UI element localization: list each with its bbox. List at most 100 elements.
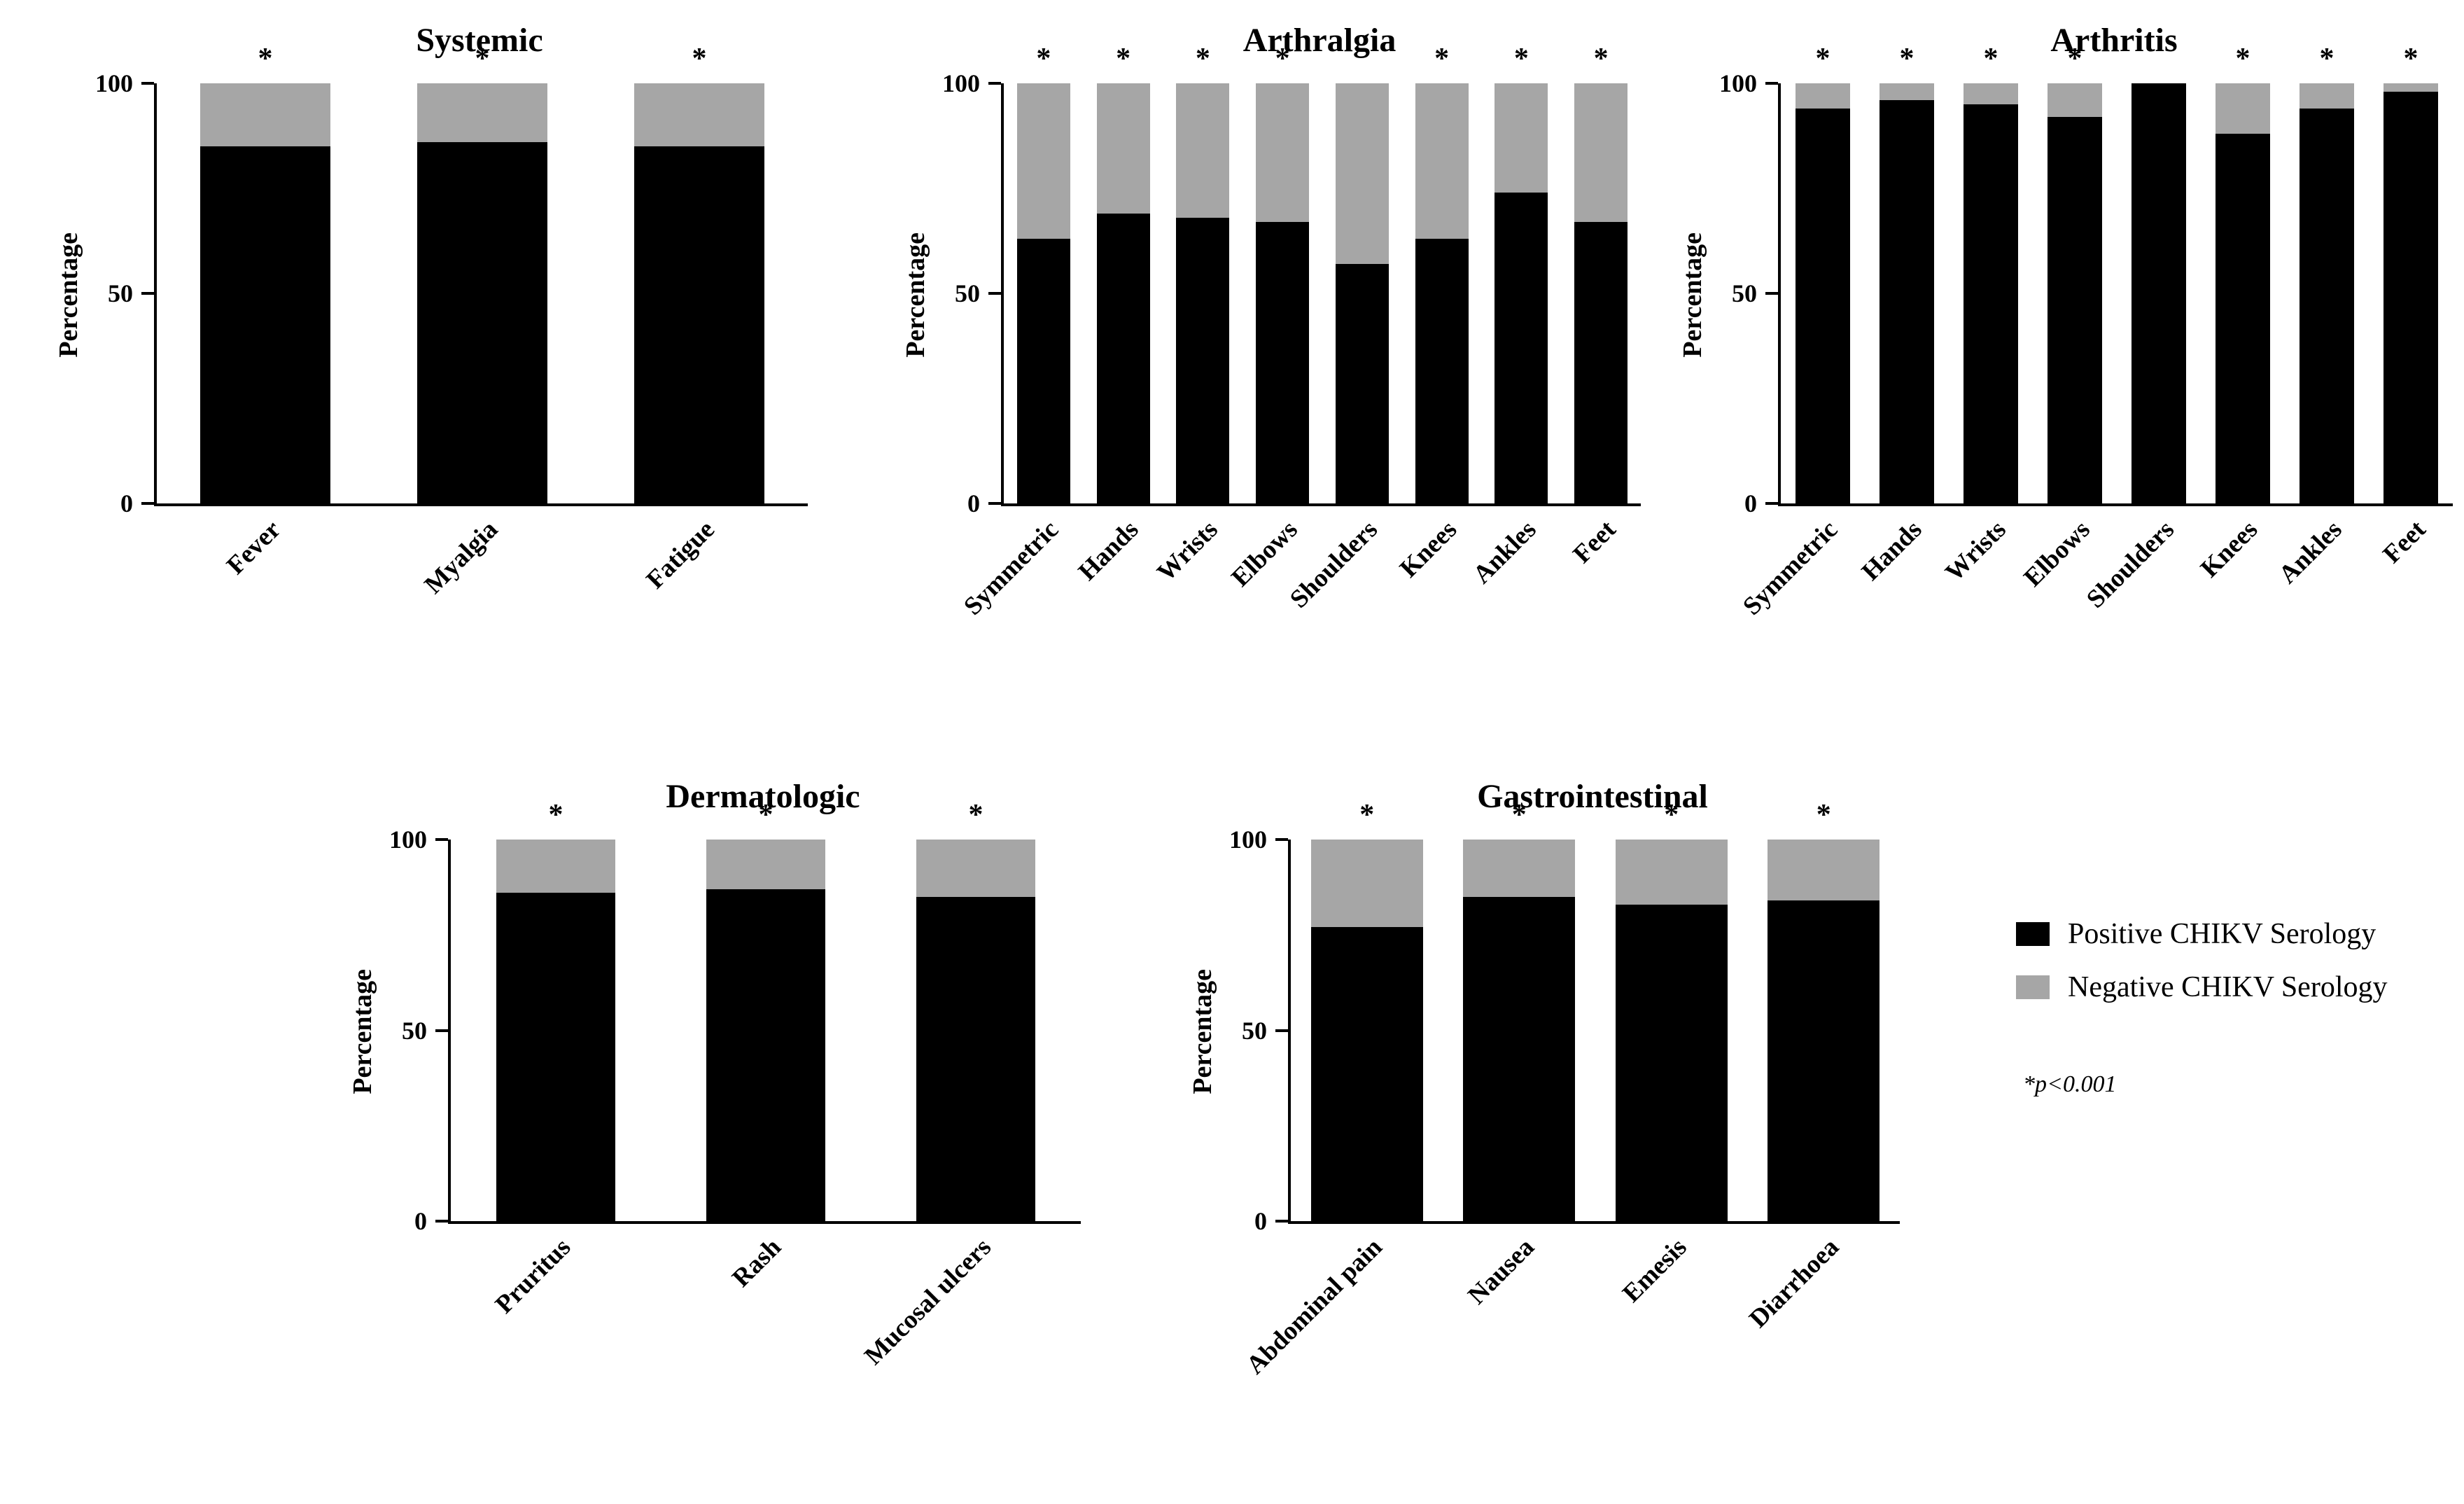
bar-stack: * [1016, 44, 1070, 503]
bar-segment-positive [1963, 104, 2018, 503]
y-tick: 50 [1732, 281, 1778, 306]
bar-stack: * [2300, 44, 2354, 503]
y-axis-label: Percentage [348, 969, 377, 1094]
bar-segment-positive [1335, 264, 1389, 503]
y-tick: 50 [108, 281, 154, 306]
bar-stack: * [1574, 44, 1628, 503]
bar-segment-negative [1615, 840, 1728, 905]
y-tick-label: 0 [1254, 1207, 1267, 1235]
chart-arthritis: Arthritis Percentage 0 50 100 * Symmetric * Ha… [1673, 21, 2453, 621]
bar-stack: * [1963, 44, 2018, 503]
bar-segment-negative [1176, 83, 1230, 218]
legend-label-positive: Positive CHIKV Serology [2068, 918, 2376, 950]
bar-segment-positive [200, 146, 330, 503]
bar-segment-positive [1310, 927, 1423, 1221]
bar-segment-negative [706, 840, 825, 889]
significance-marker: * [1275, 43, 1290, 75]
y-tick-label: 50 [402, 1016, 427, 1045]
y-tick-label: 100 [1719, 69, 1757, 97]
bar-group-fever: * Fever [157, 44, 374, 580]
chart-title: Systemic [416, 22, 543, 59]
bar-stack [1335, 83, 1389, 503]
significance-marker: * [1511, 799, 1527, 831]
bar-segment-negative [1016, 83, 1070, 239]
significance-marker: * [1815, 43, 1830, 75]
bar-stack: * [1494, 44, 1548, 503]
chart-arthralgia: Arthralgia Percentage 0 50 100 * Symmetric * H… [896, 21, 1641, 621]
significance-marker: * [1195, 43, 1210, 75]
bar-group-diarrhoea: * Diarrhoea [1744, 800, 1900, 1334]
bar-stack: * [2384, 44, 2438, 503]
y-tick: 0 [120, 491, 154, 516]
significance-marker: * [968, 799, 983, 831]
y-tick-label: 0 [414, 1207, 427, 1235]
plot-area: 0 50 100 * Symmetric * Hands * Wrists * Elbows Shou… [942, 44, 1641, 621]
bar-segment-negative [1463, 840, 1576, 897]
bar-stack: * [916, 800, 1035, 1221]
bar-group-wrists: * Wrists [1152, 44, 1243, 587]
bar-stack: * [1768, 800, 1880, 1221]
y-tick: 100 [389, 827, 448, 852]
y-tick: 0 [1744, 491, 1778, 516]
bar-segment-negative [1963, 83, 2018, 104]
bar-segment-positive [496, 893, 615, 1221]
bar-group-wrists: * Wrists [1940, 44, 2033, 587]
bar-stack: * [706, 800, 825, 1221]
bar-stack: * [1256, 44, 1310, 503]
chart-title: Arthralgia [1242, 22, 1396, 59]
bar-segment-positive [1256, 222, 1310, 503]
bar-segment-positive [706, 889, 825, 1221]
legend-item-negative: Negative CHIKV Serology [2016, 970, 2387, 1004]
y-axis-label: Percentage [54, 232, 83, 358]
bar-segment-positive [1415, 239, 1469, 503]
chart-title: Arthritis [2050, 22, 2178, 59]
bar-stack: * [417, 44, 547, 503]
chart-systemic: Systemic Percentage 0 50 100 * Fever * Myalgia… [49, 21, 808, 599]
bar-stack: * [1615, 800, 1728, 1221]
y-tick: 0 [967, 491, 1001, 516]
bar-stack: * [1795, 44, 1850, 503]
significance-note: *p<0.001 [2023, 1071, 2117, 1097]
significance-marker: * [1983, 43, 1998, 75]
bar-stack: * [2047, 44, 2102, 503]
bar-group-hands: * Hands [1073, 44, 1163, 586]
chart-gastrointestinal: Gastrointestinal Percentage 0 50 100 * Abdom… [1183, 777, 1900, 1380]
significance-marker: * [1116, 43, 1131, 75]
plot-area: 0 50 100 * Symmetric * Hands * Wrists * Elbows Shou… [1719, 44, 2453, 621]
y-tick-label: 0 [967, 489, 980, 517]
bar-stack: * [634, 44, 764, 503]
significance-marker: * [2403, 43, 2418, 75]
y-tick-label: 50 [108, 279, 133, 307]
significance-marker: * [758, 799, 774, 831]
y-tick: 100 [1719, 71, 1778, 96]
significance-marker: * [258, 43, 273, 75]
significance-marker: * [475, 43, 490, 75]
bar-group-rash: * Rash [661, 800, 871, 1293]
y-tick: 100 [1229, 827, 1288, 852]
bar-segment-positive [2300, 109, 2354, 503]
bar-group-elbows: * Elbows [2018, 44, 2117, 592]
bar-segment-negative [1879, 83, 1934, 100]
significance-marker: * [1359, 799, 1375, 831]
bar-segment-positive [2132, 83, 2186, 503]
bar-segment-negative [1256, 83, 1310, 222]
bar-stack [2132, 83, 2186, 503]
significance-marker: * [1816, 799, 1831, 831]
bar-group-myalgia: * Myalgia [374, 44, 591, 599]
bar-group-symmetric: * Symmetric [959, 44, 1084, 621]
significance-marker: * [548, 799, 564, 831]
bar-segment-positive [2047, 117, 2102, 503]
bar-group-shoulders: Shoulders [2081, 83, 2201, 614]
y-tick: 0 [414, 1209, 448, 1234]
bar-segment-negative [1310, 840, 1423, 928]
significance-marker: * [1036, 43, 1051, 75]
bar-group-elbows: * Elbows [1226, 44, 1322, 592]
chart-dermatologic: Dermatologic Percentage 0 50 100 * Pruritus *… [343, 777, 1081, 1371]
bar-stack: * [1310, 800, 1423, 1221]
bar-group-knees: * Knees [1394, 44, 1482, 583]
bar-group-feet: * Feet [2369, 44, 2453, 569]
legend: Positive CHIKV Serology Negative CHIKV S… [2016, 917, 2387, 1098]
bar-segment-negative [1335, 83, 1389, 264]
bar-segment-positive [2384, 92, 2438, 503]
bar-segment-negative [1415, 83, 1469, 239]
